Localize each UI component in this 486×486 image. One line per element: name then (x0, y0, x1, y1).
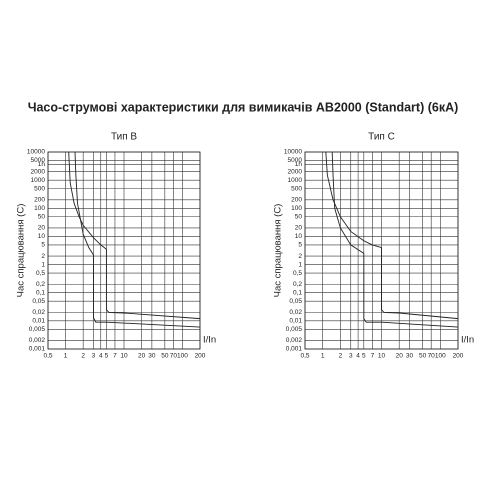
x-axis-label: I/In (461, 335, 474, 346)
x-tick-label: 30 (406, 353, 414, 360)
x-tick-label: 50 (419, 353, 427, 360)
y-tick-label: 0,5 (293, 270, 302, 277)
y-tick-label: 200 (34, 197, 45, 204)
y-tick-label: 1000 (288, 177, 303, 184)
curve (74, 151, 201, 328)
y-tick-label: 10000 (284, 149, 302, 156)
y-axis-label: Час спрацювання (С) (16, 204, 27, 298)
x-tick-label: 3 (92, 353, 96, 360)
x-axis-label: I/In (203, 335, 216, 346)
x-tick-label: 2 (81, 353, 85, 360)
x-tick-label: 50 (161, 353, 169, 360)
y-tick-label: 10 (295, 233, 303, 240)
y-tick-label: 0,2 (293, 281, 302, 288)
y-tick-label: 5000 (31, 157, 46, 164)
x-tick-label: 20 (396, 353, 404, 360)
x-tick-label: 70 (170, 353, 178, 360)
x-tick-label: 10 (120, 353, 128, 360)
y-tick-label: 1 (298, 261, 302, 268)
x-tick-label: 7 (113, 353, 117, 360)
y-tick-label: 0,01 (32, 318, 45, 325)
y-tick-label: 10000 (27, 149, 45, 156)
plot-frame (47, 151, 201, 350)
x-tick-label: 1 (64, 353, 68, 360)
y-tick-label: 0,2 (36, 281, 45, 288)
x-tick-label: 5 (362, 353, 366, 360)
y-tick-label: 0,005 (286, 326, 303, 333)
chart-title: Тип B (111, 132, 137, 143)
y-tick-label: 2000 (31, 168, 46, 175)
y-tick-label: 0,05 (289, 298, 302, 305)
x-tick-label: 100 (177, 353, 188, 360)
y-axis-label: Час спрацювання (С) (273, 204, 284, 298)
y-tick-label: 5 (298, 242, 302, 249)
x-tick-label: 0,5 (43, 353, 52, 360)
y-tick-label: 50 (295, 213, 303, 220)
y-tick-label: 10 (38, 233, 46, 240)
x-tick-label: 4 (99, 353, 103, 360)
x-tick-label: 5 (105, 353, 109, 360)
y-tick-label: 100 (34, 205, 45, 212)
y-tick-label: 0,001 (286, 346, 303, 353)
y-tick-label: 0,1 (36, 289, 45, 296)
curve (331, 151, 459, 328)
y-tick-label: 2 (41, 253, 45, 260)
y-tick-label: 2 (298, 253, 302, 260)
x-tick-label: 200 (195, 353, 206, 360)
y-tick-label: 50 (38, 213, 46, 220)
y-tick-label: 5 (41, 242, 45, 249)
x-tick-label: 1 (321, 353, 325, 360)
y-tick-label: 0,001 (29, 346, 46, 353)
y-tick-label: 2000 (288, 168, 303, 175)
y-tick-label: 0,05 (32, 298, 45, 305)
y-tick-label: 500 (291, 185, 302, 192)
chart-title: Тип C (368, 132, 395, 143)
x-tick-label: 200 (453, 353, 464, 360)
y-tick-label: 0,5 (36, 270, 45, 277)
y-tick-label: 200 (291, 197, 302, 204)
y-tick-label: 5000 (288, 157, 303, 164)
y-tick-label: 0,002 (29, 337, 46, 344)
curve (68, 151, 201, 320)
x-tick-label: 3 (349, 353, 353, 360)
y-tick-label: 1 (41, 261, 45, 268)
x-tick-label: 70 (428, 353, 436, 360)
main-title: Часо-струмові характеристики для вимикач… (28, 100, 459, 114)
y-tick-label: 20 (295, 225, 303, 232)
y-tick-label: 1h (295, 161, 303, 168)
y-tick-label: 1000 (31, 177, 46, 184)
x-tick-label: 10 (378, 353, 386, 360)
plot-frame (304, 151, 459, 350)
x-tick-label: 7 (371, 353, 375, 360)
y-tick-label: 0,002 (286, 337, 303, 344)
y-tick-label: 0,02 (289, 309, 302, 316)
y-tick-label: 1h (38, 161, 46, 168)
y-tick-label: 100 (291, 205, 302, 212)
x-tick-label: 100 (435, 353, 446, 360)
x-tick-label: 4 (356, 353, 360, 360)
y-tick-label: 0,01 (289, 318, 302, 325)
y-tick-label: 20 (38, 225, 46, 232)
y-tick-label: 0,02 (32, 309, 45, 316)
y-tick-label: 500 (34, 185, 45, 192)
x-tick-label: 2 (339, 353, 343, 360)
x-tick-label: 20 (138, 353, 146, 360)
y-tick-label: 0,005 (29, 326, 46, 333)
y-tick-label: 0,1 (293, 289, 302, 296)
curve (325, 151, 459, 320)
x-tick-label: 0,5 (300, 353, 309, 360)
x-tick-label: 30 (148, 353, 156, 360)
